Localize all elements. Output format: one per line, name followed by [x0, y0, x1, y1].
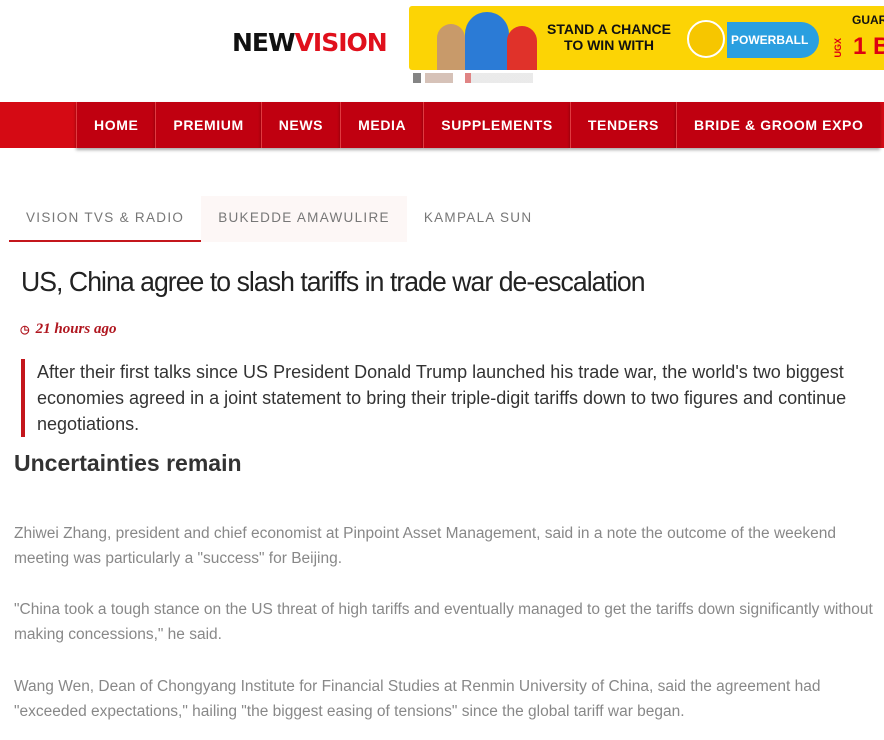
nav-home[interactable]: HOME — [76, 102, 156, 148]
article-title: US, China agree to slash tariffs in trad… — [21, 266, 646, 297]
article-paragraph: "China took a tough stance on the US thr… — [14, 601, 873, 643]
article-lede: After their first talks since US Preside… — [21, 359, 871, 437]
nav-premium[interactable]: PREMIUM — [155, 102, 261, 148]
ad-people-image — [437, 10, 537, 70]
tab-bukedde-amawulire[interactable]: BUKEDDE AMAWULIRE — [201, 196, 407, 242]
article-subheading: Uncertainties remain — [14, 450, 242, 476]
ad-tag: GUAR — [852, 13, 884, 27]
ad-headline: STAND A CHANCE TO WIN WITH — [547, 21, 671, 53]
sponsor-logos — [413, 73, 533, 83]
tab-vision-tvs-radio[interactable]: VISION TVS & RADIO — [9, 196, 202, 242]
nav-news[interactable]: NEWS — [260, 102, 341, 148]
nav-supplements[interactable]: SUPPLEMENTS — [423, 102, 570, 148]
newvision-logo[interactable]: NEWVISION — [232, 28, 388, 57]
tab-kampala-sun[interactable]: KAMPALA SUN — [423, 210, 533, 225]
main-nav: HOME PREMIUM NEWS MEDIA SUPPLEMENTS TEND… — [76, 102, 881, 148]
lottery-seal-icon — [687, 20, 725, 58]
article-paragraph: Zhiwei Zhang, president and chief econom… — [14, 525, 836, 567]
powerball-ad-banner[interactable]: STAND A CHANCE TO WIN WITH POWERBALL GUA… — [409, 6, 884, 70]
article-timestamp: ◷ 21 hours ago — [20, 321, 117, 337]
clock-icon: ◷ — [20, 324, 30, 336]
ad-powerball: POWERBALL — [727, 22, 819, 58]
nav-tenders[interactable]: TENDERS — [569, 102, 676, 148]
nav-media[interactable]: MEDIA — [340, 102, 424, 148]
sister-sites-tabs: VISION TVS & RADIO BUKEDDE AMAWULIRE KAM… — [9, 196, 549, 242]
article-paragraph: Wang Wen, Dean of Chongyang Institute fo… — [14, 678, 821, 720]
nav-bride-groom-expo[interactable]: BRIDE & GROOM EXPO — [675, 102, 881, 148]
